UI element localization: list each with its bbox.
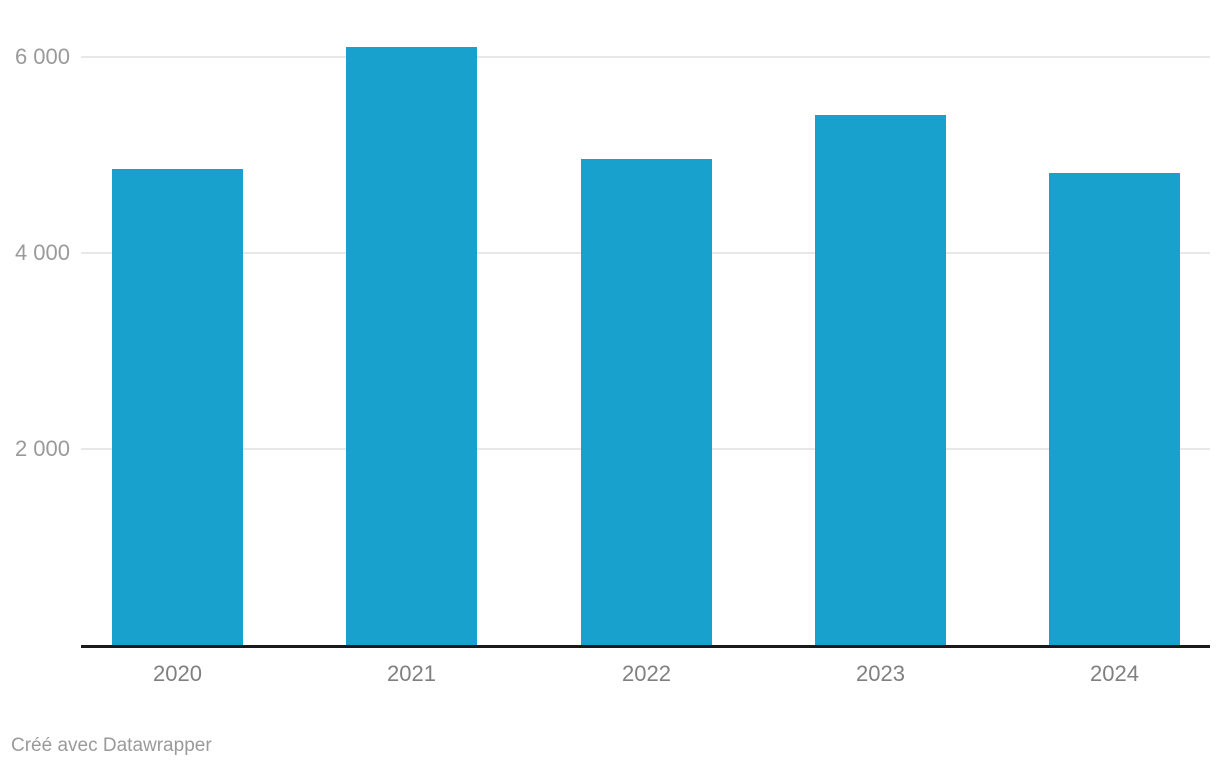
- bar-2024[interactable]: [1049, 173, 1180, 645]
- gridline-6000: [81, 56, 1210, 58]
- bar-2022[interactable]: [581, 159, 712, 645]
- bar-2023[interactable]: [815, 115, 946, 645]
- y-tick-label: 4 000: [14, 240, 70, 265]
- x-axis-line: [81, 645, 1210, 648]
- x-tick-label: 2022: [622, 661, 671, 686]
- bar-2021[interactable]: [346, 47, 477, 645]
- datawrapper-attribution-link[interactable]: Créé avec Datawrapper: [11, 735, 212, 756]
- y-tick-label: 6 000: [14, 44, 70, 69]
- x-tick-label: 2024: [1090, 661, 1139, 686]
- y-tick-label: 2 000: [14, 436, 70, 461]
- x-tick-label: 2023: [856, 661, 905, 686]
- bar-2020[interactable]: [112, 169, 243, 645]
- x-tick-label: 2020: [153, 661, 202, 686]
- x-tick-label: 2021: [387, 661, 436, 686]
